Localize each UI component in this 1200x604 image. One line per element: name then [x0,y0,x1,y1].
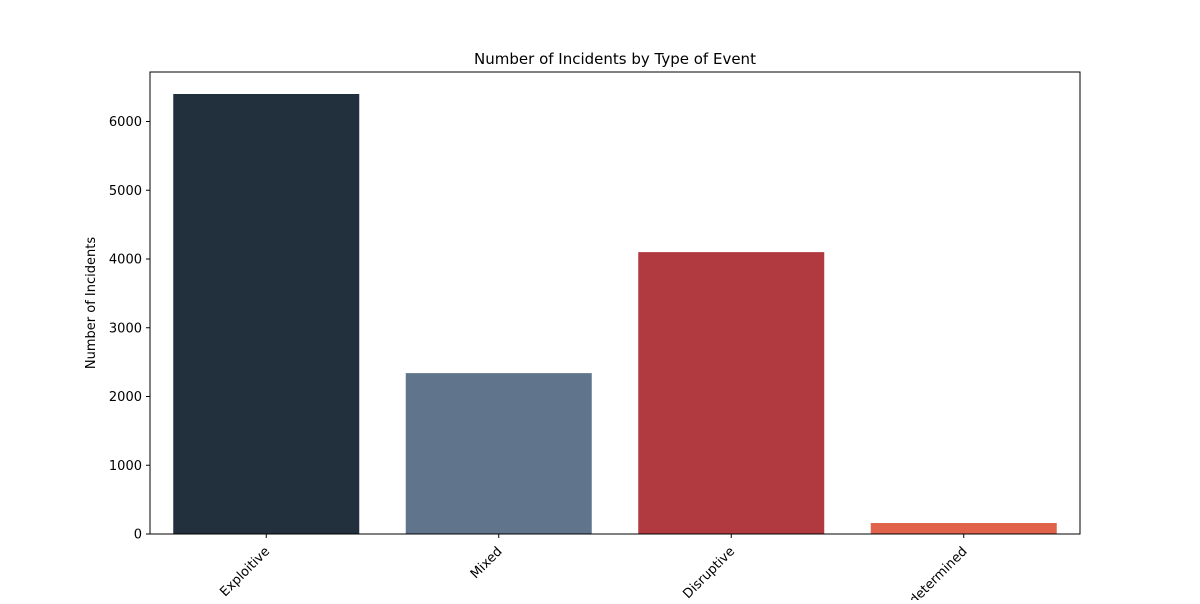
bar-exploitive [173,94,360,534]
x-tick-label-mixed: Mixed [468,544,506,582]
y-axis: 0 1000 2000 3000 4000 5000 6000 [109,115,150,543]
y-axis-label: Number of Incidents [84,237,99,369]
x-axis: Exploitive Mixed Disruptive Undetermined [217,534,971,600]
x-tick-label-undetermined: Undetermined [894,544,970,600]
x-tick-label-disruptive: Disruptive [680,544,738,600]
bar-undetermined [870,523,1057,534]
y-tick-label: 0 [134,528,142,543]
y-tick-label: 6000 [109,115,142,130]
x-tick-label-exploitive: Exploitive [217,544,273,600]
chart-title: Number of Incidents by Type of Event [474,50,756,68]
plot-area-frame [149,71,1081,535]
bar-disruptive [638,252,825,534]
bars-layer [173,94,1057,534]
y-tick-label: 2000 [109,390,142,405]
y-tick-label: 5000 [109,184,142,199]
bar-mixed [405,373,592,534]
y-tick-label: 3000 [109,321,142,336]
y-tick-label: 4000 [109,253,142,268]
y-tick-label: 1000 [109,459,142,474]
